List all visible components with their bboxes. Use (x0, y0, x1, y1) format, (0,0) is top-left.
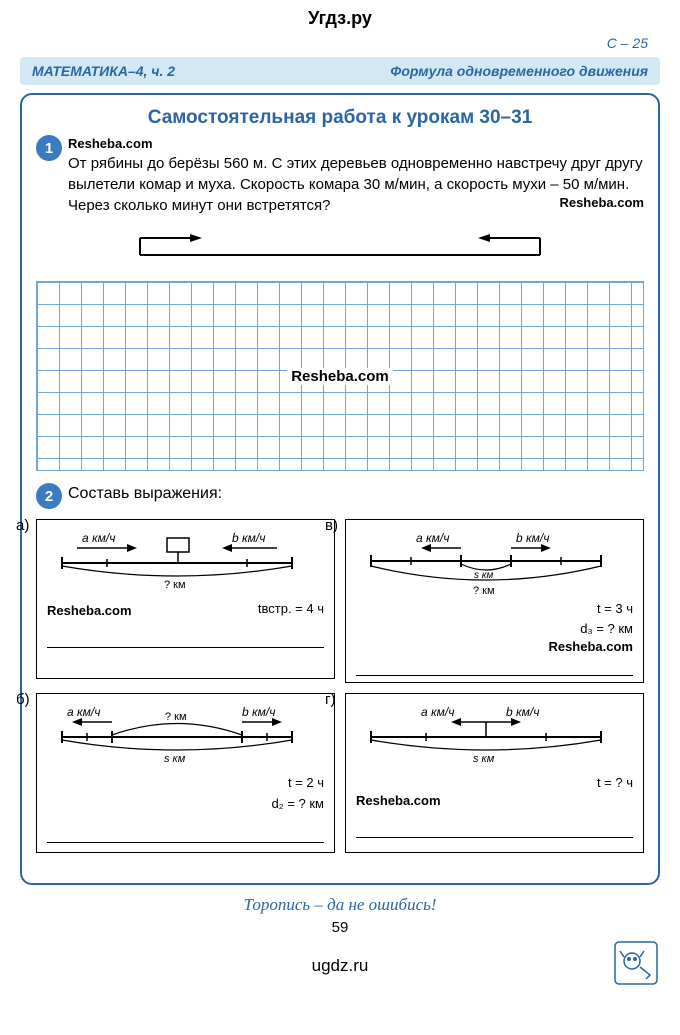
task-2: 2 Составь выражения: а) a км/ч b км/ч (36, 483, 644, 853)
task-2-num: 2 (36, 483, 62, 509)
svg-text:s км: s км (473, 753, 495, 765)
svg-text:a км/ч: a км/ч (82, 531, 115, 545)
content-box: Самостоятельная работа к урокам 30–31 1 … (20, 93, 660, 885)
resheba-mark: Resheba.com (356, 793, 441, 808)
approach-diagram-svg (130, 230, 550, 266)
expr-g-svg: a км/ч b км/ч (356, 702, 616, 772)
svg-text:? км: ? км (473, 585, 495, 597)
page-code: С – 25 (607, 35, 648, 51)
answer-line[interactable] (356, 820, 633, 838)
expr-a-svg: a км/ч b км/ч (47, 528, 307, 598)
answer-line[interactable] (47, 630, 324, 648)
expr-v-cond2: d₃ = ? км (356, 620, 633, 638)
header-left: МАТЕМАТИКА–4, ч. 2 (32, 63, 175, 79)
expr-v-cond1: t = 3 ч (356, 600, 633, 618)
expr-b-letter: б) (16, 691, 30, 708)
expr-a-cond: tвстр. = 4 ч (258, 600, 324, 618)
expr-box-g: a км/ч b км/ч (345, 693, 644, 853)
resheba-mark: Resheba.com (287, 368, 393, 385)
header-bar: МАТЕМАТИКА–4, ч. 2 Формула одновременног… (20, 57, 660, 85)
svg-text:a км/ч: a км/ч (67, 705, 100, 719)
owl-icon (614, 941, 658, 985)
task-1-text: От рябины до берёзы 560 м. С этих деревь… (68, 155, 643, 214)
svg-text:b км/ч: b км/ч (506, 705, 539, 719)
expression-grid: а) a км/ч b км/ч (36, 519, 644, 853)
svg-text:? км: ? км (165, 711, 187, 723)
resheba-mark: Resheba.com (548, 639, 633, 654)
header-right: Формула одновременного движения (390, 63, 648, 79)
expr-box-a: a км/ч b км/ч (36, 519, 335, 679)
task-2-label: Составь выражения: (68, 483, 222, 505)
expr-v-svg: a км/ч b км/ч (356, 528, 616, 598)
task-1: 1 Resheba.com От рябины до берёзы 560 м.… (36, 135, 644, 471)
expr-g-cond1: t = ? ч (356, 774, 633, 792)
main-title: Самостоятельная работа к урокам 30–31 (36, 107, 644, 129)
task-1-num: 1 (36, 135, 62, 161)
expr-a-letter: а) (16, 517, 29, 534)
bottom-quote: Торопись – да не ошибись! (20, 895, 660, 915)
svg-text:? км: ? км (164, 579, 186, 591)
answer-grid[interactable]: Resheba.com (36, 281, 644, 471)
resheba-mark: Resheba.com (47, 603, 132, 618)
svg-text:a км/ч: a км/ч (421, 705, 454, 719)
expr-b-cond1: t = 2 ч (47, 774, 324, 792)
svg-text:b км/ч: b км/ч (516, 531, 549, 545)
answer-line[interactable] (47, 825, 324, 843)
expr-box-b: a км/ч b км/ч (36, 693, 335, 853)
svg-text:b км/ч: b км/ч (232, 531, 265, 545)
expr-b-svg: a км/ч b км/ч (47, 702, 307, 772)
expr-b-cond2: d₂ = ? км (47, 795, 324, 813)
answer-line[interactable] (356, 658, 633, 676)
page-number: 59 (20, 919, 660, 936)
svg-text:s км: s км (164, 753, 186, 765)
expr-box-v: a км/ч b км/ч (345, 519, 644, 683)
resheba-mark: Resheba.com (559, 195, 644, 210)
resheba-mark: Resheba.com (68, 136, 153, 151)
svg-text:b км/ч: b км/ч (242, 705, 275, 719)
top-watermark: Угдз.ру (0, 0, 680, 37)
svg-text:a км/ч: a км/ч (416, 531, 449, 545)
task-1-diagram (130, 230, 550, 271)
expr-g-letter: г) (325, 691, 335, 708)
expr-v-letter: в) (325, 517, 338, 534)
bottom-watermark: ugdz.ru (0, 956, 680, 976)
page-container: С – 25 МАТЕМАТИКА–4, ч. 2 Формула одновр… (0, 57, 680, 936)
